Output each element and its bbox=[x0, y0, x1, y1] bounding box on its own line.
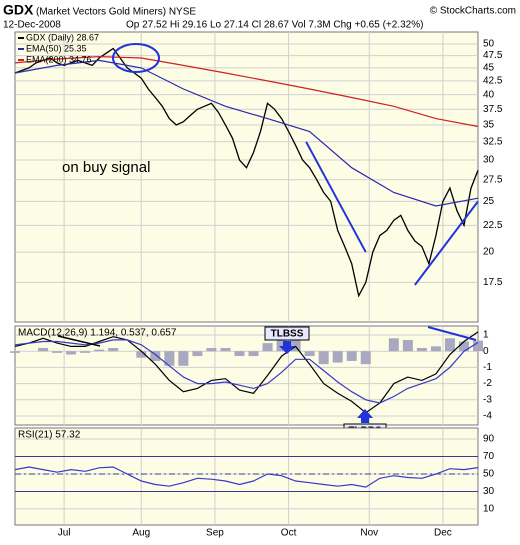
y-tick-label: 70 bbox=[483, 451, 495, 462]
callout-arrow bbox=[357, 409, 373, 423]
trend-line bbox=[305, 141, 367, 253]
histogram-bar bbox=[388, 338, 399, 352]
macd-trend bbox=[427, 326, 477, 341]
y-tick-label: 27.5 bbox=[483, 174, 503, 185]
y-tick-label: 37.5 bbox=[483, 104, 503, 115]
histogram-bar bbox=[192, 351, 203, 357]
histogram-bar bbox=[234, 351, 245, 357]
histogram-bar bbox=[178, 351, 189, 366]
y-tick-label: 0 bbox=[483, 346, 489, 357]
y-tick-label: 30 bbox=[483, 155, 495, 166]
histogram-bar bbox=[276, 335, 287, 352]
y-tick-label: 40 bbox=[483, 89, 495, 100]
panel-label: MACD(12,26,9) 1.194, 0.537, 0.657 bbox=[18, 328, 177, 339]
histogram-bar bbox=[318, 351, 329, 365]
histogram-bar bbox=[136, 351, 147, 358]
y-tick-label: 10 bbox=[483, 504, 495, 515]
x-tick-label: Aug bbox=[132, 528, 150, 539]
histogram-bar bbox=[94, 349, 105, 352]
y-tick-label: -3 bbox=[483, 394, 492, 405]
histogram-bar bbox=[80, 351, 91, 353]
histogram-bar bbox=[416, 348, 427, 352]
histogram-bar bbox=[332, 351, 343, 363]
y-tick-label: -2 bbox=[483, 378, 492, 389]
x-tick-label: Sep bbox=[206, 528, 224, 539]
callout-arrow bbox=[279, 341, 295, 354]
y-tick-label: 50 bbox=[483, 39, 495, 50]
x-tick-label: Nov bbox=[360, 528, 378, 539]
histogram-bar bbox=[206, 348, 217, 352]
histogram-bar bbox=[164, 351, 175, 366]
stats: Op 27.52 Hi 29.16 Lo 27.14 Cl 28.67 Vol … bbox=[126, 20, 423, 31]
y-tick-label: 32.5 bbox=[483, 136, 503, 147]
histogram-bar bbox=[38, 348, 49, 352]
callout: TLBSS bbox=[271, 329, 304, 340]
symbol: GDX bbox=[3, 2, 34, 18]
histogram-bar bbox=[10, 351, 20, 353]
y-tick-label: 50 bbox=[483, 469, 495, 480]
y-tick-label: 1 bbox=[483, 330, 489, 341]
panel bbox=[14, 31, 479, 323]
legend-label: EMA(50) 25.35 bbox=[26, 43, 87, 53]
y-tick-label: 20 bbox=[483, 247, 495, 258]
histogram-bar bbox=[290, 338, 301, 352]
y-tick-label: -4 bbox=[483, 411, 492, 422]
annotation: on buy signal bbox=[62, 159, 150, 176]
histogram-bar bbox=[473, 340, 483, 352]
histogram-bar bbox=[402, 339, 413, 352]
panel-label: RSI(21) 57.32 bbox=[18, 430, 81, 441]
histogram-bar bbox=[304, 351, 315, 357]
legend-label: EMA(200) 34.76 bbox=[26, 54, 92, 64]
y-tick-label: 30 bbox=[483, 486, 495, 497]
histogram-bar bbox=[66, 351, 77, 355]
y-tick-label: 22.5 bbox=[483, 220, 503, 231]
panel bbox=[14, 325, 479, 426]
histogram-bar bbox=[108, 348, 119, 352]
series-line bbox=[14, 47, 479, 298]
histogram-bar bbox=[444, 338, 455, 352]
histogram-bar bbox=[220, 348, 231, 352]
callout-box bbox=[264, 326, 310, 341]
y-tick-label: 25 bbox=[483, 196, 495, 207]
histogram-bar bbox=[430, 346, 441, 352]
highlight-ellipse bbox=[112, 43, 160, 73]
source: © StockCharts.com bbox=[430, 6, 516, 17]
trend-line bbox=[414, 200, 479, 286]
histogram-bar bbox=[458, 341, 469, 352]
y-tick-label: 42.5 bbox=[483, 76, 503, 87]
histogram-bar bbox=[248, 351, 259, 357]
series-line bbox=[14, 55, 479, 128]
macd-trend bbox=[57, 335, 101, 347]
y-tick-label: 90 bbox=[483, 434, 495, 445]
y-tick-label: 35 bbox=[483, 120, 495, 131]
security-name: (Market Vectors Gold Miners) NYSE bbox=[36, 7, 196, 18]
panel bbox=[14, 427, 479, 526]
series-line bbox=[14, 59, 479, 207]
histogram-bar bbox=[52, 351, 63, 353]
legend-label: GDX (Daily) 28.67 bbox=[26, 32, 99, 42]
histogram-bar bbox=[262, 343, 273, 352]
series-line bbox=[14, 466, 479, 488]
histogram-bar bbox=[360, 351, 371, 365]
y-tick-label: -1 bbox=[483, 362, 492, 373]
x-tick-label: Oct bbox=[281, 528, 297, 539]
histogram-bar bbox=[150, 351, 161, 361]
y-tick-label: 17.5 bbox=[483, 277, 503, 288]
y-tick-label: 45 bbox=[483, 63, 495, 74]
x-tick-label: Jul bbox=[58, 528, 71, 539]
date: 12-Dec-2008 bbox=[3, 20, 61, 31]
y-tick-label: 47.5 bbox=[483, 50, 503, 61]
x-tick-label: Dec bbox=[434, 528, 452, 539]
histogram-bar bbox=[346, 351, 357, 361]
